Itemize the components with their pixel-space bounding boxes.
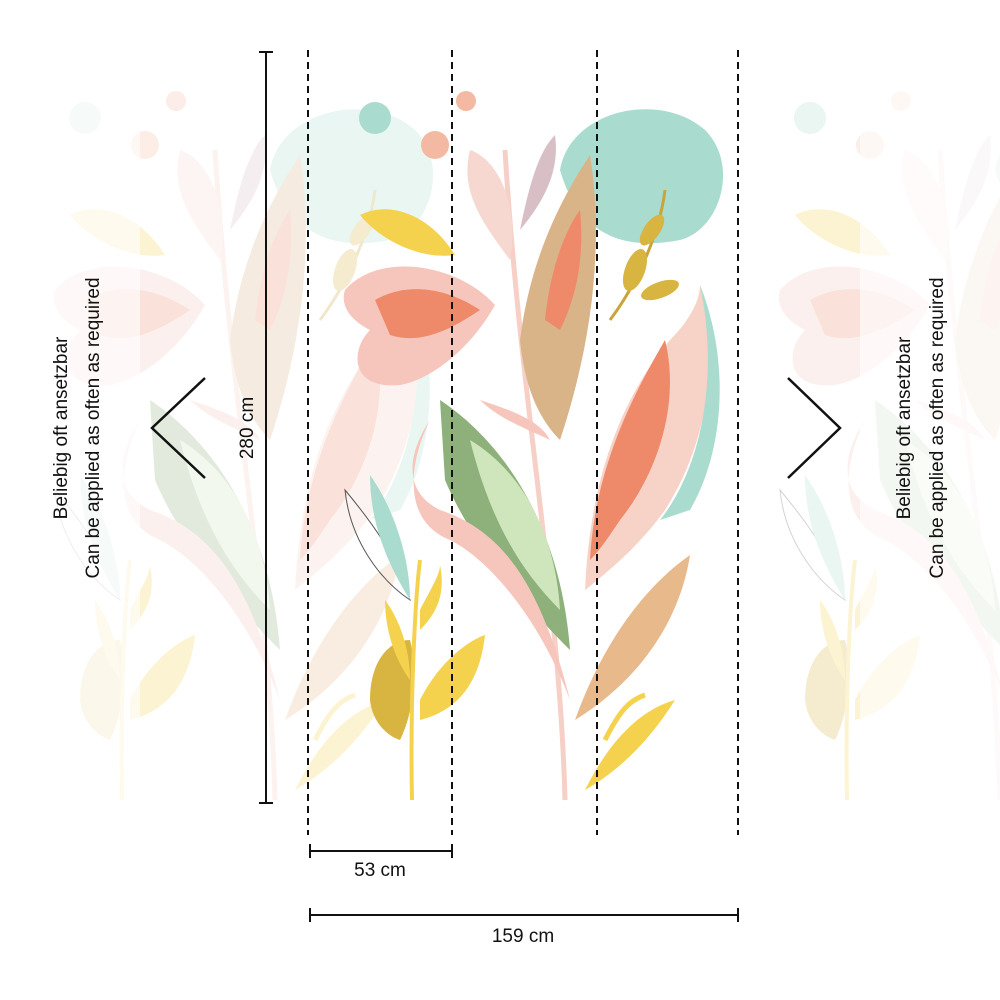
repeat-note-en: Can be applied as often as required (83, 277, 104, 578)
panel-width-label: 53 cm (354, 860, 406, 881)
repeat-note-de: Beliebig oft ansetzbar (894, 336, 915, 519)
repeat-note-en: Can be applied as often as required (927, 277, 948, 578)
total-width-label: 159 cm (492, 926, 554, 947)
repeat-note-de: Beliebig oft ansetzbar (51, 336, 72, 519)
height-label: 280 cm (237, 397, 258, 459)
